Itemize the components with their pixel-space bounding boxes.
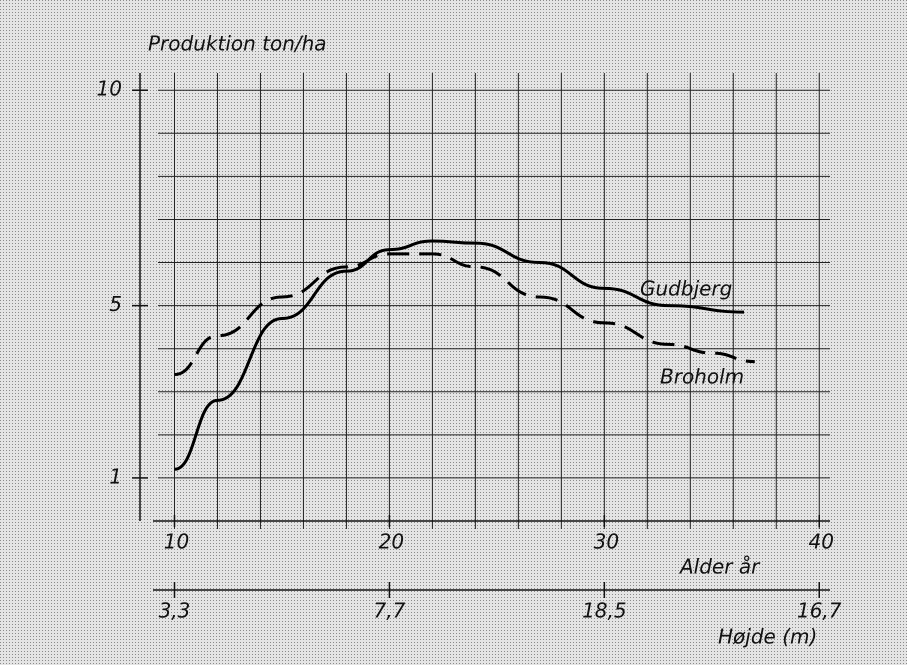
series-label: Broholm: [660, 365, 744, 389]
y-tick-label: 1: [109, 464, 122, 488]
x-axis-label: Alder år: [678, 555, 761, 579]
y-tick-label: 10: [97, 77, 122, 101]
x2-axis-label: Højde (m): [718, 625, 817, 649]
chart-title: Produktion ton/ha: [148, 32, 327, 56]
series-line: [174, 239, 745, 471]
x2-tick-label: 3,3: [159, 599, 191, 623]
x2-tick-label: 18,5: [582, 599, 627, 623]
x-tick-label: 40: [809, 530, 834, 554]
series-label: Gudbjerg: [640, 277, 732, 301]
series-line: [174, 252, 755, 377]
x-tick-label: 20: [379, 530, 404, 554]
x-tick-label: 10: [164, 530, 189, 554]
x2-tick-label: 16,7: [797, 599, 842, 623]
x2-tick-label: 7,7: [374, 599, 406, 623]
x-tick-label: 30: [594, 530, 619, 554]
y-tick-label: 5: [109, 292, 122, 316]
